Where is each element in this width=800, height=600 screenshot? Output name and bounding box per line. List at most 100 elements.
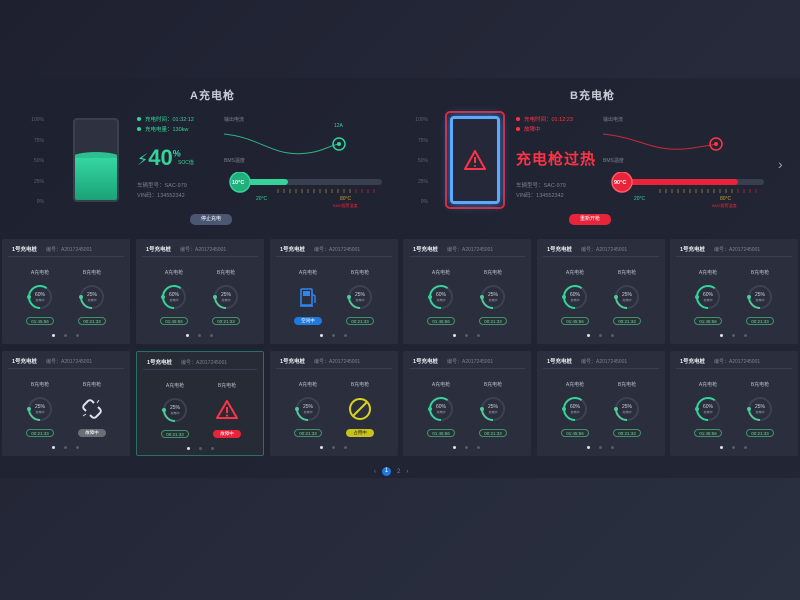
card-pager-dots[interactable] — [720, 446, 747, 449]
gun-b-status-badge: 故障中 — [213, 430, 241, 438]
gun-b-timer: 00:21:33 — [479, 317, 507, 325]
gun-a-progress-ring: 60% 充电中 — [562, 284, 588, 310]
gun-a-percent: 60% — [168, 292, 179, 298]
gun-a-label: A充电枪 — [698, 270, 718, 276]
card-pager-dots[interactable] — [52, 334, 79, 337]
gun-a-percent: 60% — [435, 292, 446, 298]
card-title: 1号充电桩 — [280, 247, 306, 253]
card-pager-dots[interactable] — [320, 334, 347, 337]
gun-b-percent: 25% — [621, 292, 632, 298]
card-pager-dots[interactable] — [587, 446, 614, 449]
gun-b-label: B充电枪 — [483, 270, 503, 276]
gun-a-temp-hint: BMS报警温度 — [333, 203, 358, 208]
gun-a-timer: 01:45:56 — [427, 317, 455, 325]
gun-b-battery — [450, 116, 500, 204]
charger-card[interactable]: 1号充电桩 编号：A2017245001 A充电枪 B充电枪 60% 充电中 01:45:5… — [136, 239, 264, 344]
pager-prev-icon[interactable]: ‹ — [374, 468, 376, 475]
charger-card[interactable]: 1号充电桩 编号：A2017245001 A充电枪 B充电枪 25% 充电中 00:21:3… — [136, 351, 264, 456]
charger-card[interactable]: 1号充电桩 编号：A2017245001 A充电枪 B充电枪 60% 充电中 01:45:5… — [403, 351, 531, 456]
gun-a-timer: 01:45:56 — [26, 317, 54, 325]
next-arrow-icon[interactable]: › — [778, 156, 783, 172]
gun-b-temp-hint: BMS报警温度 — [712, 203, 737, 208]
gun-b-percent: 25% — [754, 292, 765, 298]
gun-b-percent: 25% — [487, 292, 498, 298]
gun-b-timer: 00:21:33 — [479, 429, 507, 437]
pager-page-1[interactable]: 1 — [382, 467, 391, 476]
gun-a-vehicle: 车辆型号：SAC-979 VIN码：134552342 — [137, 183, 187, 199]
card-title: 1号充电桩 — [680, 359, 706, 365]
gun-b-bms-label: BMS温度 — [603, 158, 624, 164]
charger-card[interactable]: 1号充电桩 编号：A2017245001 A充电枪 B充电枪 60% 充电中 01:45:5… — [403, 239, 531, 344]
gun-a-info: 充电时间：01:32:12 充电电量：130kw — [137, 114, 194, 134]
gun-a-timer: 01:45:56 — [561, 429, 589, 437]
gun-a-percent: 60% — [569, 292, 580, 298]
charger-card[interactable]: 1号充电桩 编号：A2017245001 A充电枪 B充电枪 空闲中 25% 充电中 00:2… — [270, 239, 398, 344]
gun-a-progress-ring: 60% 充电中 — [27, 284, 53, 310]
gun-a-state: 充电中 — [570, 410, 580, 414]
gun-a-state: 充电中 — [35, 298, 45, 302]
gun-b-label: B充电枪 — [750, 270, 770, 276]
gun-b-progress-ring: 25% 充电中 — [79, 284, 105, 310]
gun-a-scale: 100% 75% 50% 25% 0% — [31, 117, 44, 205]
charger-card[interactable]: 1号充电桩 编号：A2017245001 A充电枪 B充电枪 60% 充电中 01:45:5… — [2, 239, 130, 344]
restart-gun-button[interactable]: 重新开枪 — [569, 214, 611, 225]
gun-b-label: B充电枪 — [216, 270, 236, 276]
card-divider — [409, 368, 525, 369]
card-pager-dots[interactable] — [320, 446, 347, 449]
gun-b-state: 充电中 — [87, 298, 97, 302]
gun-b-timer: 00:21:33 — [613, 429, 641, 437]
pager-page-2[interactable]: 2 — [397, 468, 401, 475]
gun-a-temp-mid: 80°C — [340, 196, 352, 202]
gun-b-label: B充电枪 — [350, 270, 370, 276]
gun-a-percent: 60% — [34, 292, 45, 298]
charger-card[interactable]: 1号充电桩 编号：A2017245001 A充电枪 B充电枪 25% 充电中 00:21:3… — [270, 351, 398, 456]
gun-b-state: 充电中 — [221, 298, 231, 302]
card-pager-dots[interactable] — [453, 446, 480, 449]
gun-a-timer: 00:21:33 — [26, 429, 54, 437]
gun-a-current-curve — [224, 133, 346, 155]
charger-card[interactable]: 1号充电桩 编号：A2017245001 A充电枪 B充电枪 60% 充电中 01:45:5… — [537, 239, 665, 344]
card-title: 1号充电桩 — [547, 247, 573, 253]
gun-b-title: B充电枪 — [570, 90, 615, 102]
charger-card[interactable]: 1号充电桩 编号：A2017245001 A充电枪 B充电枪 60% 充电中 01:45:5… — [670, 351, 798, 456]
gun-a-timer: 01:45:56 — [427, 429, 455, 437]
card-number: 编号：A2017245001 — [314, 359, 361, 365]
gun-a-temp-bar — [229, 172, 382, 193]
card-pager-dots[interactable] — [52, 446, 79, 449]
card-pager-dots[interactable] — [187, 447, 214, 450]
gun-a-progress-ring: 60% 充电中 — [428, 284, 454, 310]
gun-b-percent: 25% — [621, 404, 632, 410]
card-divider — [676, 256, 792, 257]
gun-a-progress-ring: 25% 充电中 — [27, 396, 53, 422]
stop-charging-button[interactable]: 停止充电 — [190, 214, 232, 225]
gun-b-progress-ring: 25% 充电中 — [747, 284, 773, 310]
gun-a-state: 充电中 — [303, 410, 313, 414]
gun-a-percent: 25% — [34, 404, 45, 410]
gun-a-percent: 25% — [302, 404, 313, 410]
card-pager-dots[interactable] — [720, 334, 747, 337]
broken-link-icon — [82, 399, 102, 419]
charger-card[interactable]: 1号充电桩 编号：A2017245001 A充电枪 B充电枪 60% 充电中 01:45:5… — [670, 239, 798, 344]
card-number: 编号：A2017245001 — [714, 359, 761, 365]
gun-b-warning: 充电枪过热 — [516, 151, 597, 168]
gun-a-progress-ring: 25% 充电中 — [295, 396, 321, 422]
pager-next-icon[interactable]: › — [406, 468, 409, 475]
card-divider — [8, 368, 124, 369]
gun-a-label: A充电枪 — [164, 270, 184, 276]
charger-card[interactable]: 1号充电桩 编号：A2017245001 B充电枪 B充电枪 25% 充电中 00:21:3… — [2, 351, 130, 456]
card-pager-dots[interactable] — [587, 334, 614, 337]
card-divider — [276, 368, 392, 369]
gun-a-bms-label: BMS温度 — [224, 158, 245, 164]
card-divider — [543, 256, 659, 257]
gun-b-percent: 25% — [86, 292, 97, 298]
gun-b-percent: 25% — [220, 292, 231, 298]
gun-b-temp-mid: 80°C — [720, 196, 732, 202]
card-title: 1号充电桩 — [413, 359, 439, 365]
charger-card[interactable]: 1号充电桩 编号：A2017245001 A充电枪 B充电枪 60% 充电中 01:45:5… — [537, 351, 665, 456]
gun-a-battery — [73, 118, 119, 202]
card-pager-dots[interactable] — [453, 334, 480, 337]
card-pager-dots[interactable] — [186, 334, 213, 337]
gun-a-label: A充电枪 — [565, 270, 585, 276]
gun-b-label: B充电枪 — [483, 382, 503, 388]
charging-station-icon — [300, 288, 316, 307]
